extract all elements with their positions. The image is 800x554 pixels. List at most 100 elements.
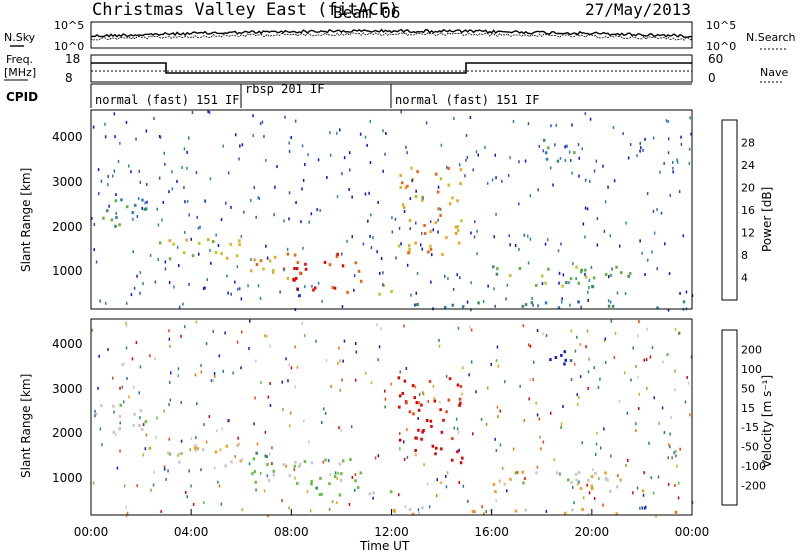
heatmap-cell <box>234 280 236 284</box>
heatmap-cell <box>294 385 296 389</box>
heatmap-cell <box>140 427 144 431</box>
heatmap-cell <box>637 334 639 338</box>
heatmap-cell <box>341 264 345 268</box>
heatmap-cell <box>302 246 304 250</box>
heatmap-cell <box>119 403 122 407</box>
heatmap-cell <box>592 468 594 472</box>
heatmap-cell <box>686 376 688 379</box>
heatmap-cell <box>569 303 571 307</box>
heatmap-cell <box>370 246 373 250</box>
heatmap-cell <box>539 435 541 439</box>
heatmap-cell <box>676 158 678 162</box>
heatmap-cell <box>304 163 306 166</box>
heatmap-cell <box>406 428 408 432</box>
heatmap-cell <box>139 365 142 369</box>
heatmap-cell <box>158 135 161 138</box>
heatmap-cell <box>382 129 384 133</box>
heatmap-cell <box>587 370 590 374</box>
heatmap-cell <box>208 415 211 419</box>
heatmap-cell <box>410 166 413 170</box>
heatmap-cell <box>538 144 540 148</box>
heatmap-cell <box>171 187 174 191</box>
heatmap-cell <box>196 447 199 451</box>
heatmap-cell <box>310 509 312 513</box>
heatmap-cell <box>107 183 109 187</box>
heatmap-cell <box>514 471 518 475</box>
heatmap-cell <box>405 145 407 149</box>
heatmap-cell <box>293 464 297 468</box>
heatmap-cell <box>509 477 512 481</box>
heatmap-cell <box>113 169 116 173</box>
heatmap-cell <box>602 164 604 168</box>
heatmap-cell <box>639 506 641 510</box>
heatmap-cell <box>646 327 648 331</box>
heatmap-cell <box>232 371 234 375</box>
heatmap-cell <box>552 183 554 187</box>
heatmap-cell <box>158 176 161 180</box>
heatmap-cell <box>611 267 613 271</box>
heatmap-cell <box>609 234 611 238</box>
heatmap-cell <box>190 237 192 241</box>
heatmap-cell <box>257 284 260 288</box>
heatmap-cell <box>584 268 587 272</box>
heatmap-cell <box>377 358 379 362</box>
colorbar-tick-label: 20 <box>741 182 755 195</box>
heatmap-cell <box>214 466 216 470</box>
heatmap-cell <box>354 378 357 382</box>
heatmap-cell <box>146 200 148 204</box>
heatmap-cell <box>577 143 580 146</box>
heatmap-cell <box>181 166 183 169</box>
heatmap-cell <box>184 200 186 204</box>
heatmap-cell <box>218 484 221 488</box>
power-ylabel: Slant Range [km] <box>19 168 33 272</box>
heatmap-cell <box>547 267 550 271</box>
heatmap-cell <box>370 381 373 385</box>
heatmap-cell <box>440 430 444 434</box>
heatmap-cell <box>323 260 327 264</box>
heatmap-cell <box>238 442 240 446</box>
heatmap-cell <box>535 471 538 475</box>
heatmap-cell <box>173 285 175 289</box>
noise-right-tick-top: 10^5 <box>706 19 736 32</box>
vel-ylabel: Slant Range [km] <box>19 374 33 478</box>
heatmap-cell <box>433 399 437 403</box>
heatmap-cell <box>617 474 619 478</box>
heatmap-cell <box>656 267 658 271</box>
velocity-panel: 4000 3000 2000 1000 Slant Range [km] <box>19 318 694 518</box>
heatmap-cell <box>301 144 304 148</box>
heatmap-cell <box>418 401 420 405</box>
heatmap-cell <box>156 416 158 420</box>
heatmap-cell <box>499 443 502 447</box>
heatmap-cell <box>341 172 343 176</box>
heatmap-cell <box>644 137 646 141</box>
heatmap-cell <box>126 511 129 515</box>
heatmap-cell <box>92 481 95 485</box>
heatmap-cell <box>605 361 607 364</box>
heatmap-cell <box>495 272 499 276</box>
heatmap-cell <box>415 453 417 457</box>
heatmap-cell <box>227 171 230 175</box>
heatmap-cell <box>421 391 424 395</box>
heatmap-cell <box>263 135 265 139</box>
heatmap-cell <box>613 179 616 183</box>
heatmap-cell <box>266 463 269 466</box>
heatmap-cell <box>584 235 586 239</box>
colorbar-tick-label: -50 <box>741 441 759 454</box>
heatmap-cell <box>169 380 171 384</box>
heatmap-cell <box>350 425 353 429</box>
heatmap-cell <box>392 509 395 513</box>
heatmap-cell <box>286 247 289 251</box>
heatmap-cell <box>378 345 381 349</box>
heatmap-cell <box>322 460 325 464</box>
heatmap-cell <box>668 272 671 276</box>
heatmap-cell <box>132 385 135 389</box>
heatmap-cell <box>570 159 572 162</box>
heatmap-cell <box>310 212 313 216</box>
heatmap-cell <box>629 143 632 146</box>
heatmap-cell <box>651 250 653 254</box>
heatmap-cell <box>209 249 211 252</box>
x-tick-label: 08:00 <box>274 525 309 539</box>
freq-tick-bottom: 8 <box>65 71 73 85</box>
heatmap-cell <box>636 154 638 158</box>
heatmap-cell <box>355 350 357 354</box>
